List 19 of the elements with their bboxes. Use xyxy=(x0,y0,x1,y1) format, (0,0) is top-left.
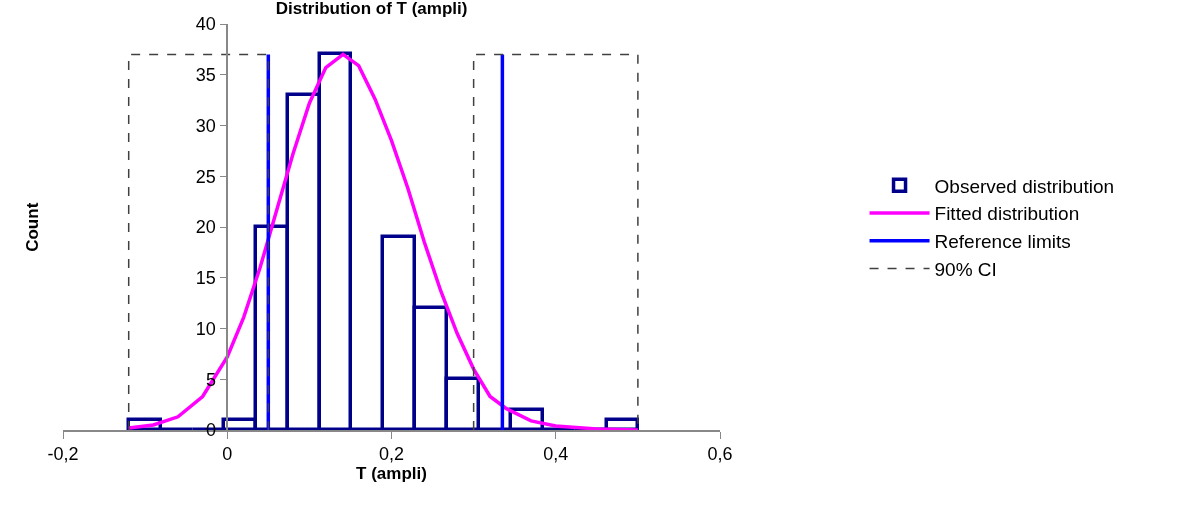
y-tick-label: 10 xyxy=(195,318,216,339)
y-tick-label: 25 xyxy=(195,166,216,187)
chart-title: Distribution of T (ampli) xyxy=(275,0,468,19)
legend-label: Reference limits xyxy=(934,231,1071,253)
y-tick-label: 35 xyxy=(195,65,216,86)
legend-label: 90% CI xyxy=(934,258,997,280)
y-tick-label: 30 xyxy=(195,115,216,136)
x-tick-label: 0,6 xyxy=(707,444,733,465)
x-axis-title: T (ampli) xyxy=(356,464,427,484)
legend-label: Observed distribution xyxy=(934,175,1115,197)
y-axis-title: Count xyxy=(22,202,42,252)
y-tick-label: 40 xyxy=(195,14,216,35)
x-tick-label: 0 xyxy=(222,444,233,465)
x-tick-label: 0,4 xyxy=(543,444,569,465)
y-tick-label: 15 xyxy=(195,268,216,289)
legend-label: Fitted distribution xyxy=(934,203,1080,225)
x-tick-label: -0,2 xyxy=(47,444,79,465)
y-tick-label: 20 xyxy=(195,217,216,238)
x-tick-label: 0,2 xyxy=(378,444,405,465)
